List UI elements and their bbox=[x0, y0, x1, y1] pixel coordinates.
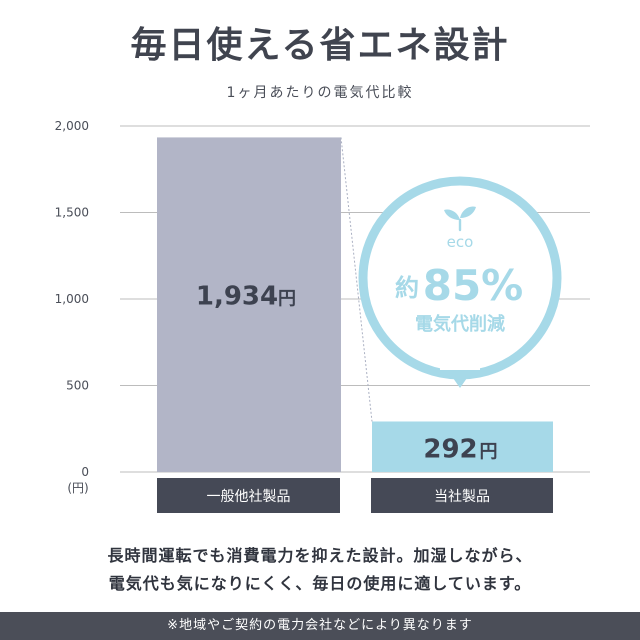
page-title: 毎日使える省エネ設計 bbox=[130, 25, 510, 66]
data-label: 292 bbox=[423, 435, 477, 465]
y-tick-label: 500 bbox=[66, 379, 89, 393]
data-label-unit: 円 bbox=[278, 289, 296, 310]
category-box bbox=[371, 478, 553, 513]
badge-pointer bbox=[446, 368, 474, 388]
y-tick-label: 2,000 bbox=[55, 119, 89, 133]
badge-subtext: 電気代削減 bbox=[415, 313, 505, 335]
y-tick-label: 1,000 bbox=[55, 292, 89, 306]
badge-eco-text: eco bbox=[447, 233, 474, 251]
data-label: 1,934 bbox=[196, 282, 278, 312]
leaf-sprout-icon bbox=[444, 206, 476, 232]
y-axis: 0 500 1,000 1,500 2,000 (円) bbox=[55, 119, 89, 495]
y-tick-label: 1,500 bbox=[55, 206, 89, 220]
chart-subtitle: 1ヶ月あたりの電気代比較 bbox=[226, 85, 414, 101]
caption-line-2: 電気代も気になりにくく、毎日の使用に適しています。 bbox=[108, 574, 532, 593]
category-labels: 一般他社製品 当社製品 bbox=[157, 478, 553, 513]
category-label: 一般他社製品 bbox=[207, 489, 291, 505]
caption-line-1: 長時間運転でも消費電力を抑えた設計。加湿しながら、 bbox=[107, 546, 533, 565]
bar bbox=[372, 421, 553, 472]
y-tick-label: 0 bbox=[81, 465, 89, 479]
footer-note: ※地域やご契約の電力会社などにより異なります bbox=[0, 612, 640, 640]
data-label-unit: 円 bbox=[480, 442, 498, 463]
badge-percent: 85% bbox=[423, 261, 524, 310]
caption: 長時間運転でも消費電力を抑えた設計。加湿しながら、 電気代も気になりにくく、毎日… bbox=[0, 542, 640, 598]
y-unit-label: (円) bbox=[67, 481, 88, 495]
savings-badge: eco 約 85% 電気代削減 bbox=[358, 176, 562, 388]
category-label: 当社製品 bbox=[434, 489, 490, 505]
badge-prefix: 約 bbox=[395, 274, 419, 302]
category-box bbox=[157, 478, 340, 513]
bar bbox=[157, 137, 341, 472]
